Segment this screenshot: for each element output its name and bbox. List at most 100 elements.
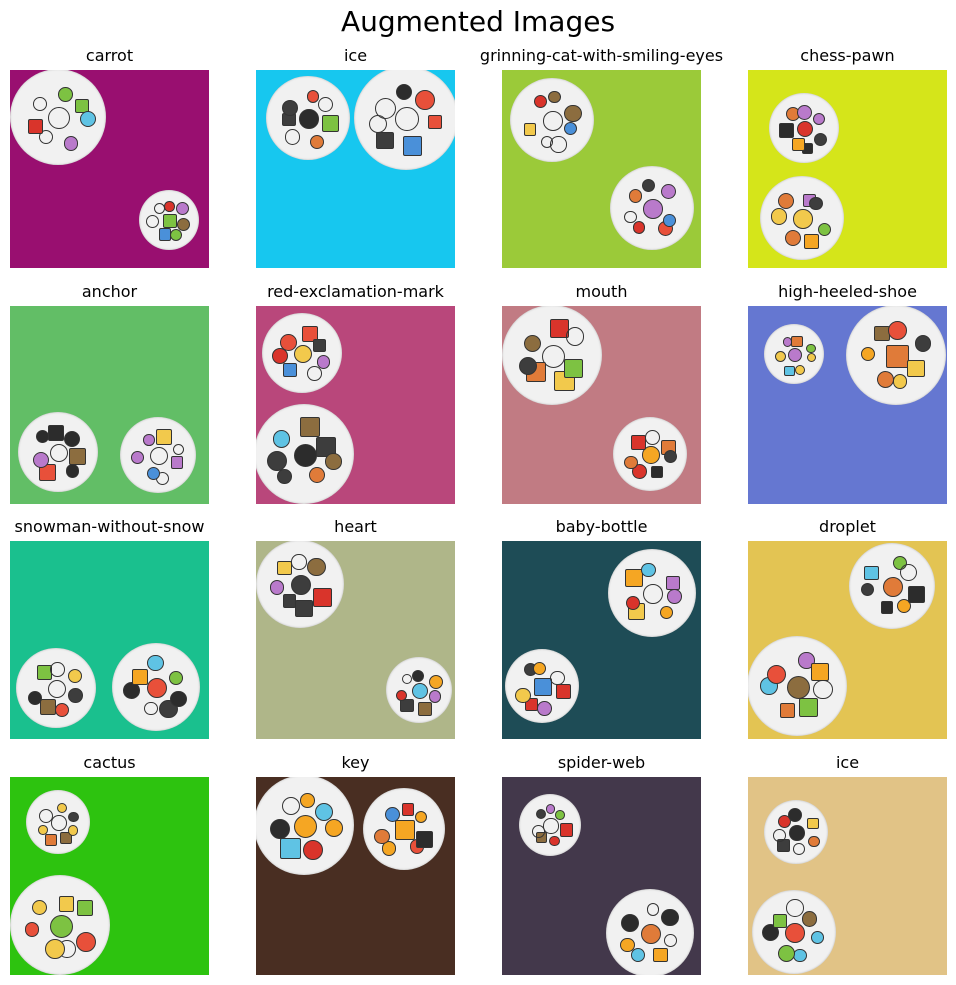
augmented-image-panel: high-heeled-shoe — [748, 282, 947, 504]
symbol-icon — [908, 585, 926, 603]
symbol-icon — [646, 903, 660, 917]
symbol-icon — [38, 825, 48, 835]
symbol-icon — [401, 803, 415, 816]
symbol-icon — [155, 428, 173, 446]
symbol-icon — [515, 687, 531, 704]
symbol-icon — [523, 123, 537, 136]
panel-label: chess-pawn — [800, 46, 895, 65]
symbol-icon — [766, 664, 786, 685]
symbol-icon — [541, 344, 565, 368]
symbol-icon — [373, 828, 390, 845]
augmented-image — [748, 541, 947, 739]
panel-label: ice — [343, 46, 368, 65]
symbol-icon — [808, 835, 820, 847]
symbol-icon — [660, 908, 679, 927]
symbol-icon — [415, 90, 435, 111]
symbol-icon — [49, 914, 73, 938]
symbol-icon — [284, 129, 301, 145]
symbol-icon — [559, 823, 574, 837]
symbol-icon — [402, 674, 413, 685]
symbol-icon — [914, 335, 932, 353]
symbol-icon — [810, 663, 829, 681]
augmented-image-panel: cactus — [10, 753, 209, 975]
panel-label: heart — [334, 517, 377, 536]
symbol-icon — [806, 352, 817, 363]
symbol-icon — [277, 560, 292, 575]
symbol-icon — [147, 655, 164, 672]
symbol-icon — [395, 820, 415, 840]
symbol-icon — [271, 347, 288, 364]
symbol-icon — [270, 819, 291, 840]
symbol-icon — [31, 899, 48, 916]
symbol-icon — [28, 691, 43, 706]
symbol-icon — [130, 450, 144, 464]
symbol-icon — [795, 365, 806, 376]
symbol-card — [606, 889, 694, 975]
symbol-icon — [661, 183, 677, 199]
symbol-icon — [38, 130, 54, 145]
symbol-icon — [663, 934, 677, 947]
symbol-icon — [549, 835, 560, 847]
symbol-card — [18, 412, 98, 492]
symbol-icon — [784, 365, 795, 376]
symbol-card — [769, 93, 839, 163]
symbol-icon — [63, 430, 80, 447]
symbol-icon — [418, 701, 433, 716]
panel-label: ice — [835, 753, 860, 772]
symbol-icon — [897, 599, 912, 614]
symbol-icon — [663, 213, 676, 227]
symbol-icon — [641, 178, 655, 192]
panel-label: spider-web — [557, 753, 646, 772]
symbol-icon — [412, 683, 428, 699]
augmented-image-panel: chess-pawn — [748, 46, 947, 268]
augmented-image-panel: anchor — [10, 282, 209, 504]
symbol-card — [764, 324, 824, 384]
augmented-image-panel: grinning-cat-with-smiling-eyes — [480, 46, 723, 268]
augmented-image-panel: droplet — [748, 517, 947, 739]
symbol-icon — [325, 819, 344, 838]
symbol-icon — [860, 346, 876, 362]
symbol-icon — [283, 363, 297, 377]
panel-label: carrot — [85, 46, 134, 65]
symbol-icon — [273, 430, 291, 448]
symbol-icon — [376, 131, 394, 150]
panel-label: grinning-cat-with-smiling-eyes — [479, 46, 724, 65]
symbol-icon — [892, 374, 908, 389]
symbol-icon — [880, 600, 894, 614]
panel-label: baby-bottle — [555, 517, 648, 536]
symbol-card — [613, 417, 687, 491]
augmented-image — [502, 777, 701, 975]
symbol-icon — [761, 924, 779, 942]
symbol-icon — [32, 97, 47, 111]
symbol-icon — [293, 443, 317, 467]
symbol-icon — [784, 230, 802, 247]
panel-label: red-exclamation-mark — [267, 282, 444, 301]
symbol-icon — [882, 576, 904, 598]
symbol-icon — [172, 443, 185, 456]
symbol-icon — [563, 358, 583, 379]
symbol-card — [849, 543, 935, 629]
symbol-icon — [801, 911, 818, 928]
symbol-icon — [24, 922, 40, 937]
symbol-icon — [900, 563, 918, 581]
symbol-icon — [777, 944, 796, 962]
symbol-icon — [79, 110, 96, 127]
symbol-icon — [556, 684, 571, 699]
symbol-icon — [293, 344, 313, 364]
panel-label: key — [341, 753, 370, 772]
symbol-icon — [314, 802, 334, 822]
symbol-card — [846, 306, 946, 405]
symbol-icon — [877, 370, 895, 388]
symbol-icon — [545, 804, 556, 814]
symbol-card — [510, 78, 594, 162]
symbol-icon — [645, 430, 661, 446]
augmented-image — [256, 777, 455, 975]
symbol-icon — [47, 425, 65, 442]
symbol-icon — [778, 122, 794, 138]
symbol-icon — [535, 809, 546, 820]
symbol-icon — [322, 115, 339, 132]
symbol-icon — [302, 839, 324, 861]
symbol-icon — [146, 466, 160, 480]
symbol-icon — [565, 327, 585, 346]
symbol-icon — [302, 325, 319, 342]
